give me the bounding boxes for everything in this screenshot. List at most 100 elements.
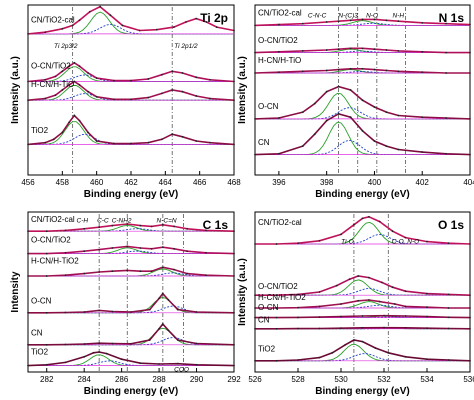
data-point: [421, 21, 424, 24]
series-line: [28, 266, 235, 277]
data-point: [340, 327, 342, 330]
data-point: [373, 106, 376, 108]
data-point: [176, 339, 179, 341]
data-point: [277, 152, 280, 155]
sample-label: TiO2: [31, 348, 49, 357]
data-point: [78, 19, 81, 22]
data-point: [378, 300, 381, 303]
data-point: [318, 327, 321, 330]
sample-label: H-CN/H-TiO2: [258, 293, 306, 302]
data-point: [126, 269, 129, 272]
data-point: [445, 117, 448, 119]
data-point: [393, 303, 396, 305]
data-point: [98, 248, 101, 251]
x-tick-label: 460: [90, 178, 104, 187]
data-point: [373, 140, 376, 142]
data-point: [387, 351, 390, 354]
data-point: [45, 363, 48, 366]
data-point: [27, 99, 29, 102]
data-point: [54, 75, 57, 78]
series-line: [28, 322, 235, 346]
data-point: [150, 225, 153, 228]
data-point: [83, 311, 86, 313]
data-point: [421, 151, 424, 153]
data-point: [325, 49, 328, 51]
x-tick-label: 404: [463, 178, 474, 187]
data-point: [361, 326, 364, 329]
data-point: [318, 239, 321, 242]
x-tick-label: 288: [152, 375, 166, 384]
data-point: [139, 362, 142, 365]
peak-annotation: N-O: [366, 12, 378, 19]
data-point: [313, 102, 316, 105]
data-point: [61, 70, 64, 73]
sample-label: TiO2: [258, 344, 276, 353]
x-tick-label: 462: [124, 178, 138, 187]
sample-label: CN: [258, 138, 270, 147]
data-point: [340, 303, 342, 305]
data-point: [27, 143, 29, 146]
data-point: [277, 71, 280, 74]
x-tick-label: 526: [248, 375, 262, 384]
data-point: [111, 342, 114, 345]
data-point: [161, 92, 163, 95]
data-point: [130, 142, 132, 145]
x-tick-label: 284: [78, 375, 92, 384]
data-point: [344, 343, 347, 346]
panel-2: CN/TiO2-cal O-CN/TiO2 H-CN/H-TiO2 O-CN CN TiO…: [10, 211, 241, 397]
data-point: [233, 343, 235, 346]
data-point: [254, 24, 256, 27]
data-point: [167, 329, 170, 332]
data-point: [111, 247, 114, 249]
series-line: [27, 114, 235, 146]
panel-title: N 1s: [439, 11, 465, 25]
panel-0: CN/TiO2-cal O-CN/TiO2 H-CN/H-TiO TiO2 Ti 2p3…: [10, 4, 241, 200]
data-point: [404, 355, 407, 358]
data-point: [445, 152, 448, 155]
plot-frame: [27, 4, 235, 176]
data-point: [73, 114, 76, 117]
data-point: [469, 23, 471, 26]
x-tick-label: 530: [334, 375, 348, 384]
data-point: [397, 70, 400, 73]
data-point: [340, 233, 342, 236]
data-point: [155, 28, 158, 31]
data-point: [126, 245, 129, 248]
data-point: [61, 27, 64, 30]
x-tick-label: 458: [56, 178, 70, 187]
data-point: [44, 141, 47, 144]
series-line: [255, 339, 471, 362]
sample-label: CN/TiO2-cal: [31, 215, 75, 224]
data-point: [98, 342, 101, 345]
data-point: [95, 140, 98, 142]
data-point: [421, 116, 424, 119]
data-point: [447, 242, 450, 245]
data-point: [397, 148, 400, 151]
data-point: [397, 50, 400, 52]
y-axis-label: Intensity (a.u.): [10, 56, 21, 124]
data-point: [139, 224, 142, 227]
data-point: [361, 217, 364, 220]
sample-label: O-CN: [31, 296, 52, 305]
data-point: [318, 291, 321, 293]
data-point: [469, 359, 471, 362]
data-point: [426, 315, 428, 318]
data-point: [233, 364, 235, 367]
data-point: [130, 342, 132, 345]
data-point: [361, 315, 364, 317]
data-point: [426, 306, 428, 309]
data-point: [88, 10, 91, 13]
data-point: [173, 26, 175, 28]
data-point: [95, 77, 98, 79]
y-axis-label: Intensity: [10, 271, 21, 313]
data-point: [254, 51, 256, 54]
data-point: [331, 351, 334, 354]
data-point: [340, 315, 342, 318]
data-point: [98, 351, 101, 353]
data-point: [195, 140, 198, 142]
x-tick-label: 464: [159, 178, 173, 187]
data-point: [469, 316, 471, 319]
data-point: [105, 352, 108, 355]
sample-label: TiO2: [31, 126, 49, 135]
data-point: [61, 89, 64, 91]
